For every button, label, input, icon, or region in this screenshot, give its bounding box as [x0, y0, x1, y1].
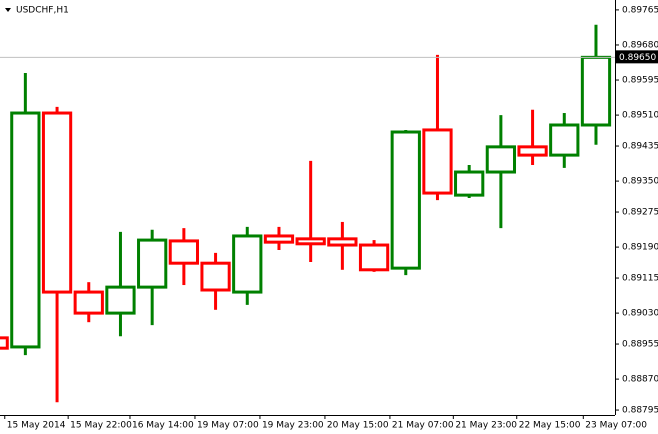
x-tick-label: 15 May 22:00 [70, 421, 132, 431]
candle-body [10, 111, 41, 349]
y-tick-label: 0.88955 [622, 340, 658, 350]
x-tick-label: 21 May 07:00 [392, 421, 454, 431]
y-tick-label: 0.89190 [622, 243, 658, 253]
x-tick-label: 19 May 07:00 [197, 421, 259, 431]
y-tick-label: 0.89680 [622, 40, 658, 50]
candle-body [41, 111, 73, 294]
x-tick-label: 23 May 07:00 [585, 421, 647, 431]
y-tick-label: 0.89435 [622, 142, 658, 152]
candle-body [295, 237, 326, 246]
y-tick-label: 0.89030 [622, 309, 658, 319]
candle-body [485, 145, 517, 174]
candle-body [390, 130, 421, 270]
x-tick-label: 20 May 15:00 [327, 421, 389, 431]
candle-body [232, 234, 263, 294]
candle-body [168, 239, 199, 265]
candle-body [0, 336, 9, 350]
candle-body [200, 261, 231, 292]
y-tick-label: 0.89510 [622, 111, 658, 121]
price-label-box [616, 50, 658, 64]
y-tick-label: 0.89765 [622, 5, 658, 15]
y-tick-label: 0.89275 [622, 208, 658, 218]
x-tick-label: 21 May 23:00 [455, 421, 517, 431]
y-tick-label: 0.89115 [622, 274, 658, 284]
menu-arrow [5, 8, 11, 12]
y-tick-label: 0.89595 [622, 76, 658, 86]
plot-area [0, 24, 612, 403]
y-tick-label: 0.89350 [622, 177, 658, 187]
x-tick-label: 16 May 14:00 [132, 421, 194, 431]
candle-body [105, 285, 136, 315]
candle-body [73, 290, 104, 315]
candle-body [517, 145, 548, 157]
x-tick-label: 22 May 15:00 [519, 421, 581, 431]
candle-body [454, 170, 485, 197]
chart-title: USDCHF,H1 [16, 6, 69, 16]
y-tick-label: 0.88795 [622, 406, 658, 416]
price-label: 0.89650 [619, 53, 656, 63]
candle-body [137, 238, 168, 289]
y-tick-label: 0.88870 [622, 375, 658, 385]
candle-body [263, 234, 295, 244]
candle-body [327, 237, 358, 247]
x-tick-label: 19 May 23:00 [262, 421, 324, 431]
candle-body [549, 123, 580, 157]
candle-body [422, 128, 453, 195]
candle-body [580, 55, 612, 127]
candle-body [358, 243, 390, 272]
x-tick-label: 15 May 2014 [7, 421, 66, 431]
